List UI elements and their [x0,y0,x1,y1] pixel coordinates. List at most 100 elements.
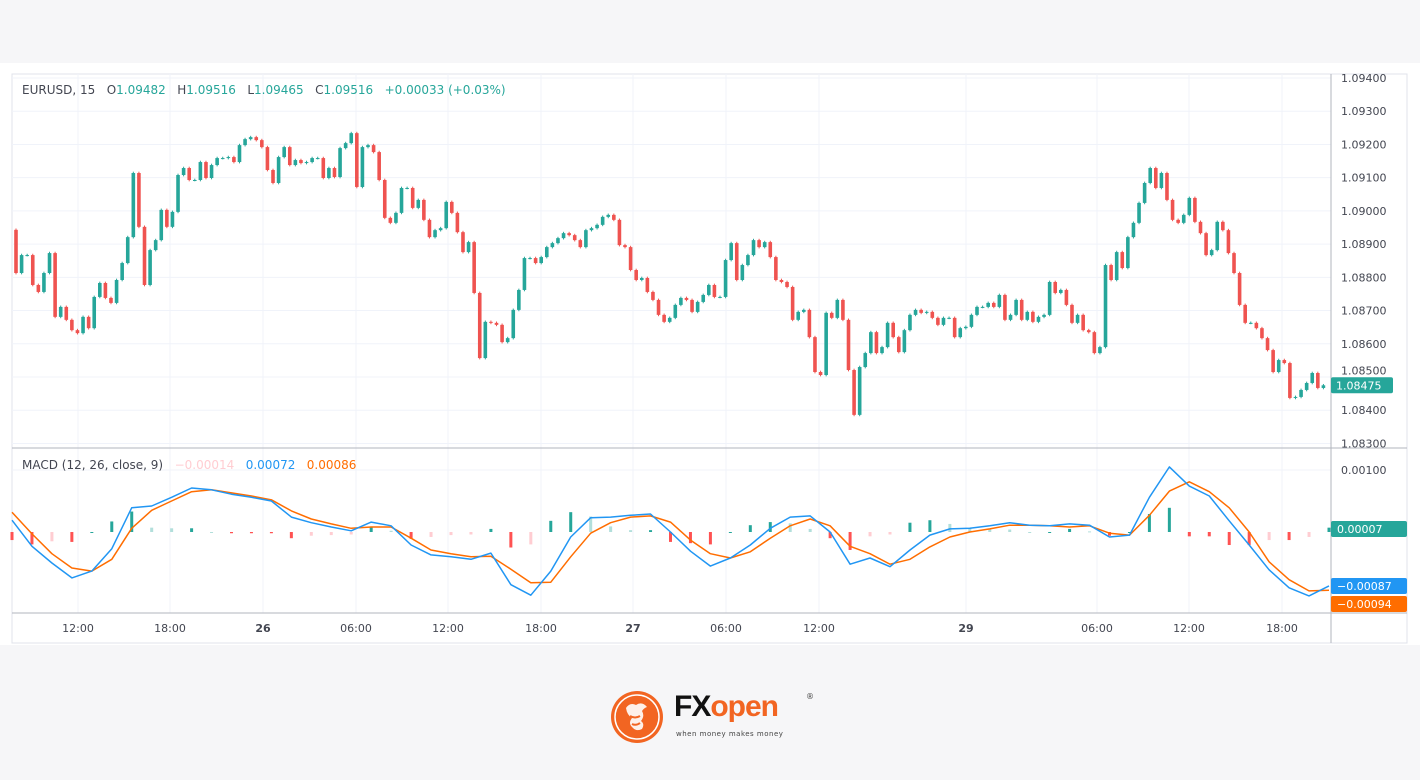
histogram-bar [1028,532,1032,533]
candle-body [634,270,638,280]
candle-body [639,277,644,280]
candle-body [991,302,996,307]
candle-body [86,316,91,329]
histogram-bar [90,532,94,533]
macd-title[interactable]: MACD (12, 26, close, 9) [22,458,164,472]
candle-body [1187,197,1192,215]
candle-body [148,250,152,285]
candle-body [103,282,108,298]
histogram-bar [788,523,792,532]
candle-body [47,253,52,274]
candle-body [941,317,946,325]
histogram-bar [469,532,473,535]
price-tick-label: 1.09000 [1341,205,1387,218]
candle-body [1092,332,1097,354]
candle-body [410,187,415,208]
logo-registered: ® [806,692,814,701]
candle-body [930,311,935,318]
histogram-bar [748,525,752,532]
price-tick-label: 1.08400 [1341,404,1387,417]
macd-histogram-badge-label: 0.00007 [1337,523,1383,536]
candle-body [19,255,24,274]
candle-body [159,209,164,241]
candle-body [785,281,789,287]
candle-body [662,314,666,322]
candle-body [964,326,968,329]
candle-body [327,168,331,178]
macd-histogram-value: −0.00014 [174,458,235,472]
candles [14,131,1326,417]
candle-body [416,199,421,208]
macd-macd-badge-label: −0.00087 [1337,580,1392,593]
low-value: 1.09465 [254,83,304,97]
histogram-bar [688,532,692,544]
candle-body [153,240,158,251]
candle-body [1165,173,1169,200]
candle-body [438,228,443,231]
time-tick-label: 27 [625,622,640,635]
candle-body [343,143,348,149]
candle-body [779,279,784,282]
candle-body [740,265,745,280]
candle-body [1276,360,1281,373]
candle-body [472,242,476,293]
histogram-bar [669,532,672,542]
histogram-bar [389,530,393,532]
histogram-bar [50,532,54,542]
candle-body [567,233,571,236]
candle-body [1310,373,1315,383]
candle-body [276,157,281,183]
candle-body [198,162,203,180]
candle-body [399,187,404,213]
candle-body [595,224,599,229]
logo-wordmark: FXopen [674,690,779,724]
candle-body [802,309,806,312]
candle-body [612,214,616,220]
candle-body [131,173,136,238]
candle-body [500,324,504,343]
price-tick-label: 1.08800 [1341,271,1387,284]
time-tick-label: 18:00 [525,622,557,635]
candle-body [427,219,432,238]
histogram-bar [1327,527,1331,532]
candle-body [1288,363,1292,398]
macd-signal-value: 0.00086 [306,458,357,472]
candle-body [14,229,18,274]
candle-body [1142,182,1147,203]
candle-body [125,237,130,264]
histogram-bar [249,532,253,534]
candle-body [64,306,69,320]
candle-body [98,282,102,297]
candle-body [528,258,532,260]
candle-body [1237,273,1242,305]
candle-body [1036,316,1041,322]
price-tick-label: 1.08300 [1341,437,1387,450]
candle-body [422,199,426,220]
candle-body [712,284,717,297]
candle-body [695,301,700,312]
histogram-bar [848,532,852,550]
candle-body [533,258,538,264]
candle-body [394,212,398,223]
candle-body [813,337,817,373]
chart-canvas[interactable]: 1.09400 1.09300 1.09200 1.09100 1.09000 1.089… [0,63,1420,645]
symbol-label[interactable]: EURUSD, 15 [22,83,96,97]
candle-body [578,240,583,248]
candle-body [1209,250,1214,256]
candle-body [846,319,851,371]
histogram-bar [868,532,872,537]
histogram-bar [888,532,892,535]
macd-tick-label: 0.00100 [1341,464,1387,477]
candle-body [902,330,907,353]
candle-body [265,147,270,171]
candle-body [896,337,901,353]
candle-body [986,302,990,307]
macd-macd-badge [1331,578,1407,594]
candle-body [371,145,376,153]
candle-body [92,296,97,329]
histogram-bar [369,527,373,532]
candle-body [58,306,63,317]
candle-body [684,297,689,300]
candle-body [505,338,510,343]
time-tick-label: 18:00 [1266,622,1298,635]
